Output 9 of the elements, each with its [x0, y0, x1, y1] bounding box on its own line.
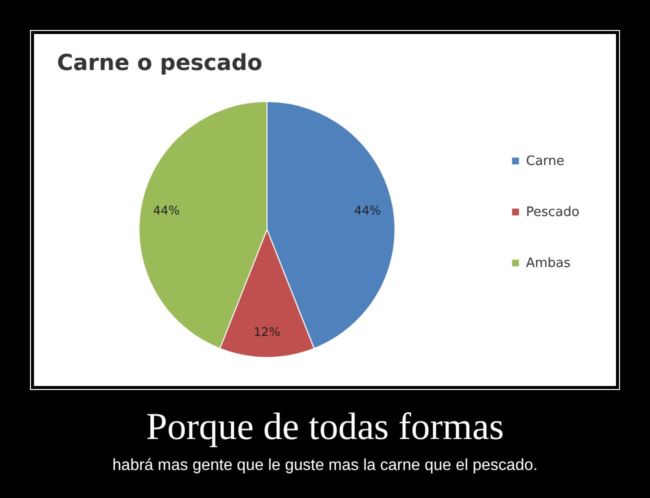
legend-label: Pescado — [526, 205, 580, 220]
text: Porque de todas formas — [145, 405, 505, 449]
data-label: 44% — [354, 203, 381, 218]
data-label: 44% — [153, 203, 180, 218]
chart-title: Carne o pescado — [57, 51, 262, 76]
data-label: 12% — [254, 324, 280, 339]
legend-label: Ambas — [526, 256, 571, 271]
text: habrá mas gente que le guste mas la carne que el pescado. — [111, 457, 539, 475]
legend-label: Carne — [526, 154, 564, 169]
